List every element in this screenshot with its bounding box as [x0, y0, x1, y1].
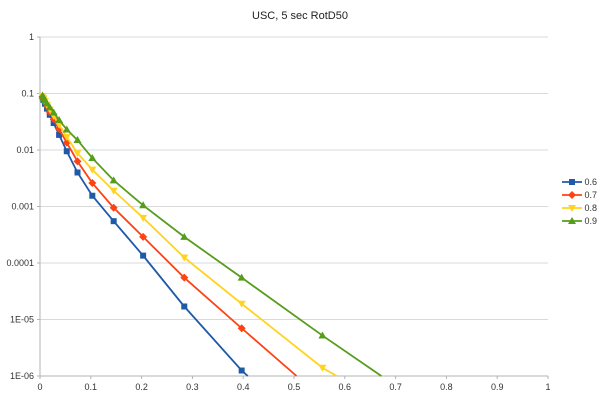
x-tick-label: 1 — [545, 382, 550, 392]
x-tick-label: 0.9 — [491, 382, 504, 392]
series-0.8-markers — [38, 93, 327, 372]
x-axis-labels: 0 0.1 0.2 0.3 0.4 0.5 0.6 0.7 0.8 0.9 1 — [37, 382, 550, 392]
series-0.8-line — [41, 95, 338, 377]
x-tick-label: 0.8 — [440, 382, 453, 392]
series-0.9 — [38, 91, 382, 377]
series-0.7-line — [41, 96, 298, 377]
legend-label: 0.8 — [584, 203, 597, 213]
series-0.8 — [38, 93, 338, 377]
legend-label: 0.9 — [584, 216, 597, 226]
x-tick-label: 0.3 — [186, 382, 199, 392]
x-tick-label: 0.2 — [135, 382, 148, 392]
legend: 0.6 0.7 0.8 0.9 — [562, 177, 597, 226]
x-tick-label: 0.5 — [288, 382, 301, 392]
y-tick-label: 1E-06 — [10, 371, 34, 381]
legend-marker-triangle-down-icon — [562, 205, 583, 212]
x-tick-label: 0.7 — [389, 382, 402, 392]
chart-title: USC, 5 sec RotD50 — [252, 10, 348, 22]
x-tick-label: 0.6 — [339, 382, 352, 392]
legend-item-0.9: 0.9 — [562, 216, 597, 226]
legend-item-0.8: 0.8 — [562, 203, 597, 213]
series-0.9-markers — [38, 91, 327, 339]
legend-item-0.7: 0.7 — [562, 190, 597, 200]
x-tick-label: 0 — [37, 382, 42, 392]
series-0.7-markers — [38, 92, 246, 333]
y-tick-label: 0.1 — [21, 89, 34, 99]
y-tick-label: 1 — [29, 32, 34, 42]
x-tick-label: 0.1 — [85, 382, 98, 392]
y-tick-label: 0.01 — [16, 145, 34, 155]
y-tick-label: 0.001 — [11, 202, 34, 212]
y-tick-label: 0.0001 — [6, 258, 34, 268]
legend-label: 0.6 — [584, 177, 597, 187]
series-0.9-line — [41, 95, 382, 377]
y-axis-labels: 1 0.1 0.01 0.001 0.0001 1E-05 1E-06 — [6, 32, 34, 381]
legend-label: 0.7 — [584, 190, 597, 200]
x-tick-label: 0.4 — [237, 382, 250, 392]
legend-item-0.6: 0.6 — [562, 177, 597, 187]
legend-marker-square-icon — [562, 179, 583, 185]
legend-marker-diamond-icon — [562, 191, 583, 199]
y-tick-label: 1E-05 — [10, 315, 34, 325]
legend-marker-triangle-up-icon — [562, 217, 583, 224]
series-0.7 — [38, 92, 298, 377]
